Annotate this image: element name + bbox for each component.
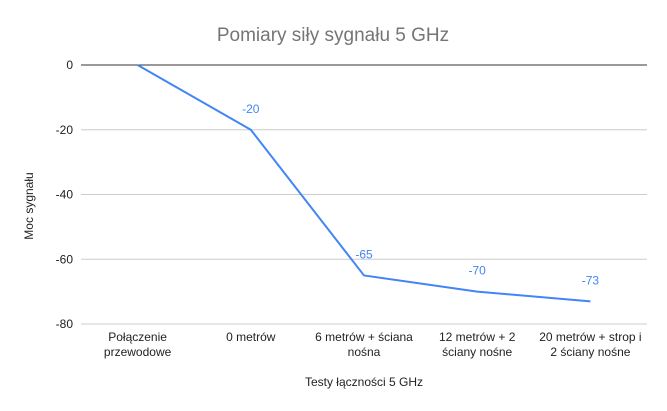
x-tick-label: 6 metrów + ściana nośna xyxy=(315,330,413,359)
data-label: -20 xyxy=(242,102,260,116)
x-tick-label: 12 metrów + 2 ściany nośne xyxy=(439,330,516,359)
y-tick-label: -40 xyxy=(56,188,74,202)
x-tick-label: 0 metrów xyxy=(226,330,276,344)
y-tick-label: -80 xyxy=(56,317,74,331)
y-axis-ticks: 0 -20 -40 -60 -80 xyxy=(56,58,74,331)
data-label: -70 xyxy=(469,264,487,278)
grid xyxy=(81,64,647,325)
y-axis-title: Moc sygnału xyxy=(22,172,36,239)
chart-title: Pomiary siły sygnału 5 GHz xyxy=(217,25,449,46)
data-label: -73 xyxy=(582,273,600,287)
y-tick-label: -20 xyxy=(56,123,74,137)
y-tick-label: 0 xyxy=(66,58,73,72)
data-label: -65 xyxy=(355,247,373,261)
series-group: -20 -65 -70 -73 xyxy=(137,64,600,303)
x-axis-ticks: Połączenie przewodowe 0 metrów 6 metrów + ś… xyxy=(104,330,642,359)
series-line xyxy=(137,64,591,303)
x-axis-title: Testy łączności 5 GHz xyxy=(305,375,423,389)
x-tick-label: Połączenie przewodowe xyxy=(104,330,172,359)
y-tick-label: -60 xyxy=(56,252,74,266)
